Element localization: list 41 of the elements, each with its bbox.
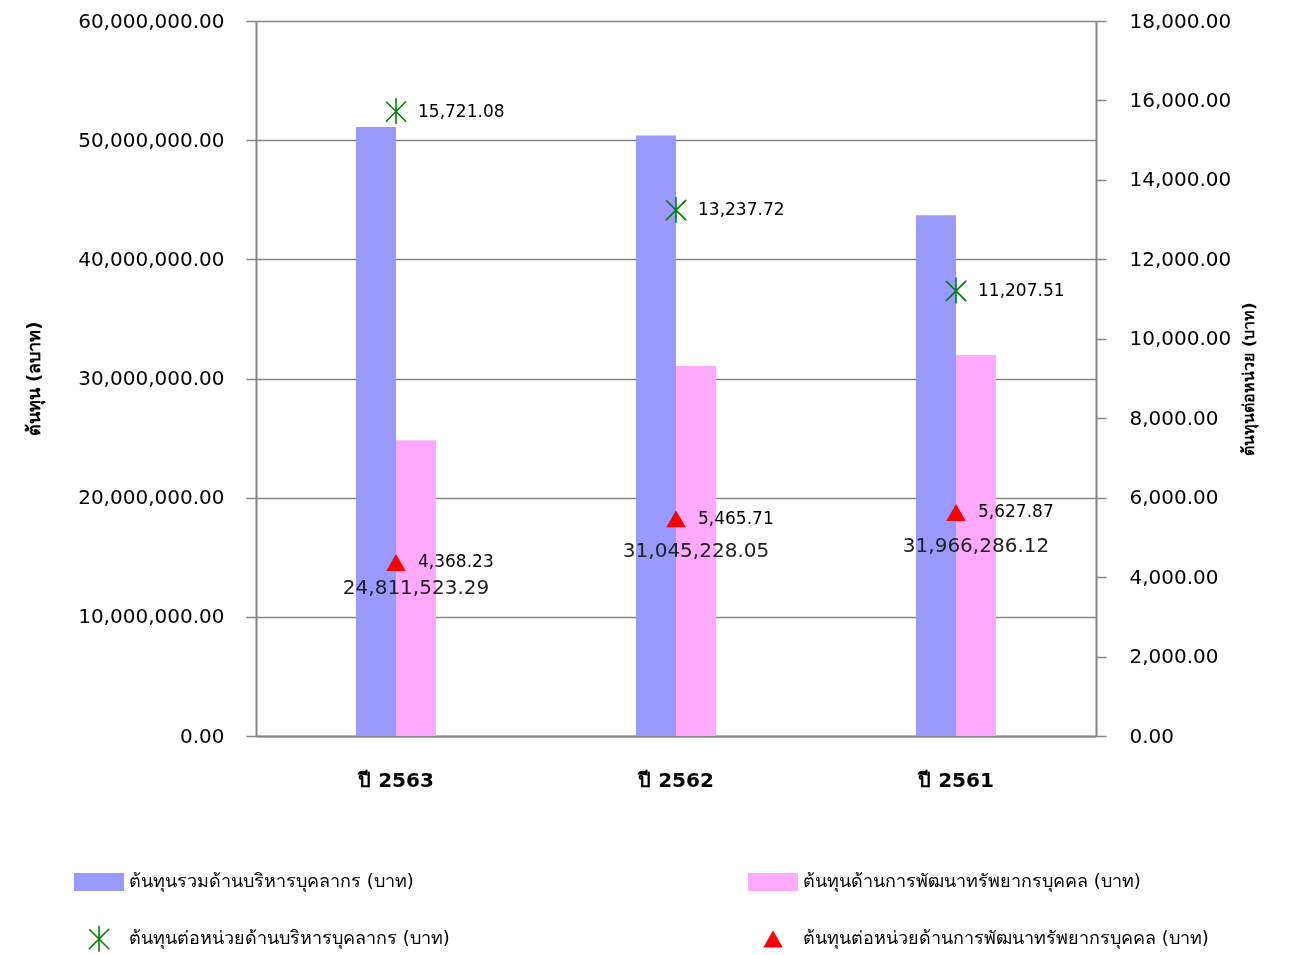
y2-tick-label: 18,000.00: [1129, 8, 1232, 33]
point: [945, 277, 967, 305]
data-label: 15,721.08: [418, 100, 505, 121]
y2-tick-label: 4,000.00: [1129, 564, 1219, 589]
data-label: 4,368.23: [418, 551, 494, 572]
data-label: 24,811,523.29: [342, 575, 490, 600]
y-tick-label: 60,000,000.00: [78, 8, 225, 33]
y-tick-label: 40,000,000.00: [78, 246, 225, 271]
y2-axis-title: ต้นทุนต่อหน่วย (บาท): [1239, 302, 1260, 456]
data-label: 11,207.51: [978, 279, 1065, 300]
y2-tick-label: 6,000.00: [1129, 485, 1219, 510]
y-tick-label: 30,000,000.00: [78, 366, 225, 390]
data-label: 5,465.71: [698, 507, 774, 528]
legend-label: ต้นทุนต่อหน่วยด้านการพัฒนาทรัพยากรบุคคล (บาท): [803, 927, 1209, 949]
point: [666, 510, 686, 528]
legend-label: ต้นทุนต่อหน่วยด้านบริหารบุคลากร (บาท): [129, 927, 450, 949]
y2-tick-label: 10,000.00: [1129, 326, 1232, 351]
point: [386, 554, 406, 571]
x-tick-label: ปี 2563: [357, 767, 434, 792]
x-tick-label: ปี 2562: [637, 767, 714, 792]
point: [946, 504, 966, 521]
y2-tick-label: 14,000.00: [1129, 167, 1232, 192]
y-tick-label: 10,000,000.00: [78, 604, 225, 629]
y2-tick-label: 8,000.00: [1129, 405, 1219, 430]
data-label: 13,237.72: [698, 199, 785, 220]
data-label: 31,966,286.12: [902, 532, 1050, 557]
y-tick-label: 50,000,000.00: [78, 127, 225, 152]
y2-tick-label: 2,000.00: [1129, 644, 1219, 669]
legend-label: ต้นทุนด้านการพัฒนาทรัพยากรบุคคล (บาท): [803, 870, 1141, 892]
legend-label: ต้นทุนรวมด้านบริหารบุคลากร (บาท): [129, 870, 414, 892]
y-axis-title: ต้นทุน (ลบาท): [23, 321, 47, 437]
point: [385, 98, 407, 125]
data-label: 31,045,228.05: [622, 538, 770, 563]
data-label: 5,627.87: [978, 501, 1054, 522]
y-tick-label: 20,000,000.00: [78, 485, 225, 510]
point: [665, 196, 687, 224]
y2-tick-label: 16,000.00: [1129, 87, 1232, 112]
y2-tick-label: 12,000.00: [1129, 246, 1232, 271]
x-tick-label: ปี 2561: [917, 767, 994, 792]
y-tick-label: 0.00: [179, 723, 225, 748]
y2-tick-label: 0.00: [1129, 723, 1175, 748]
